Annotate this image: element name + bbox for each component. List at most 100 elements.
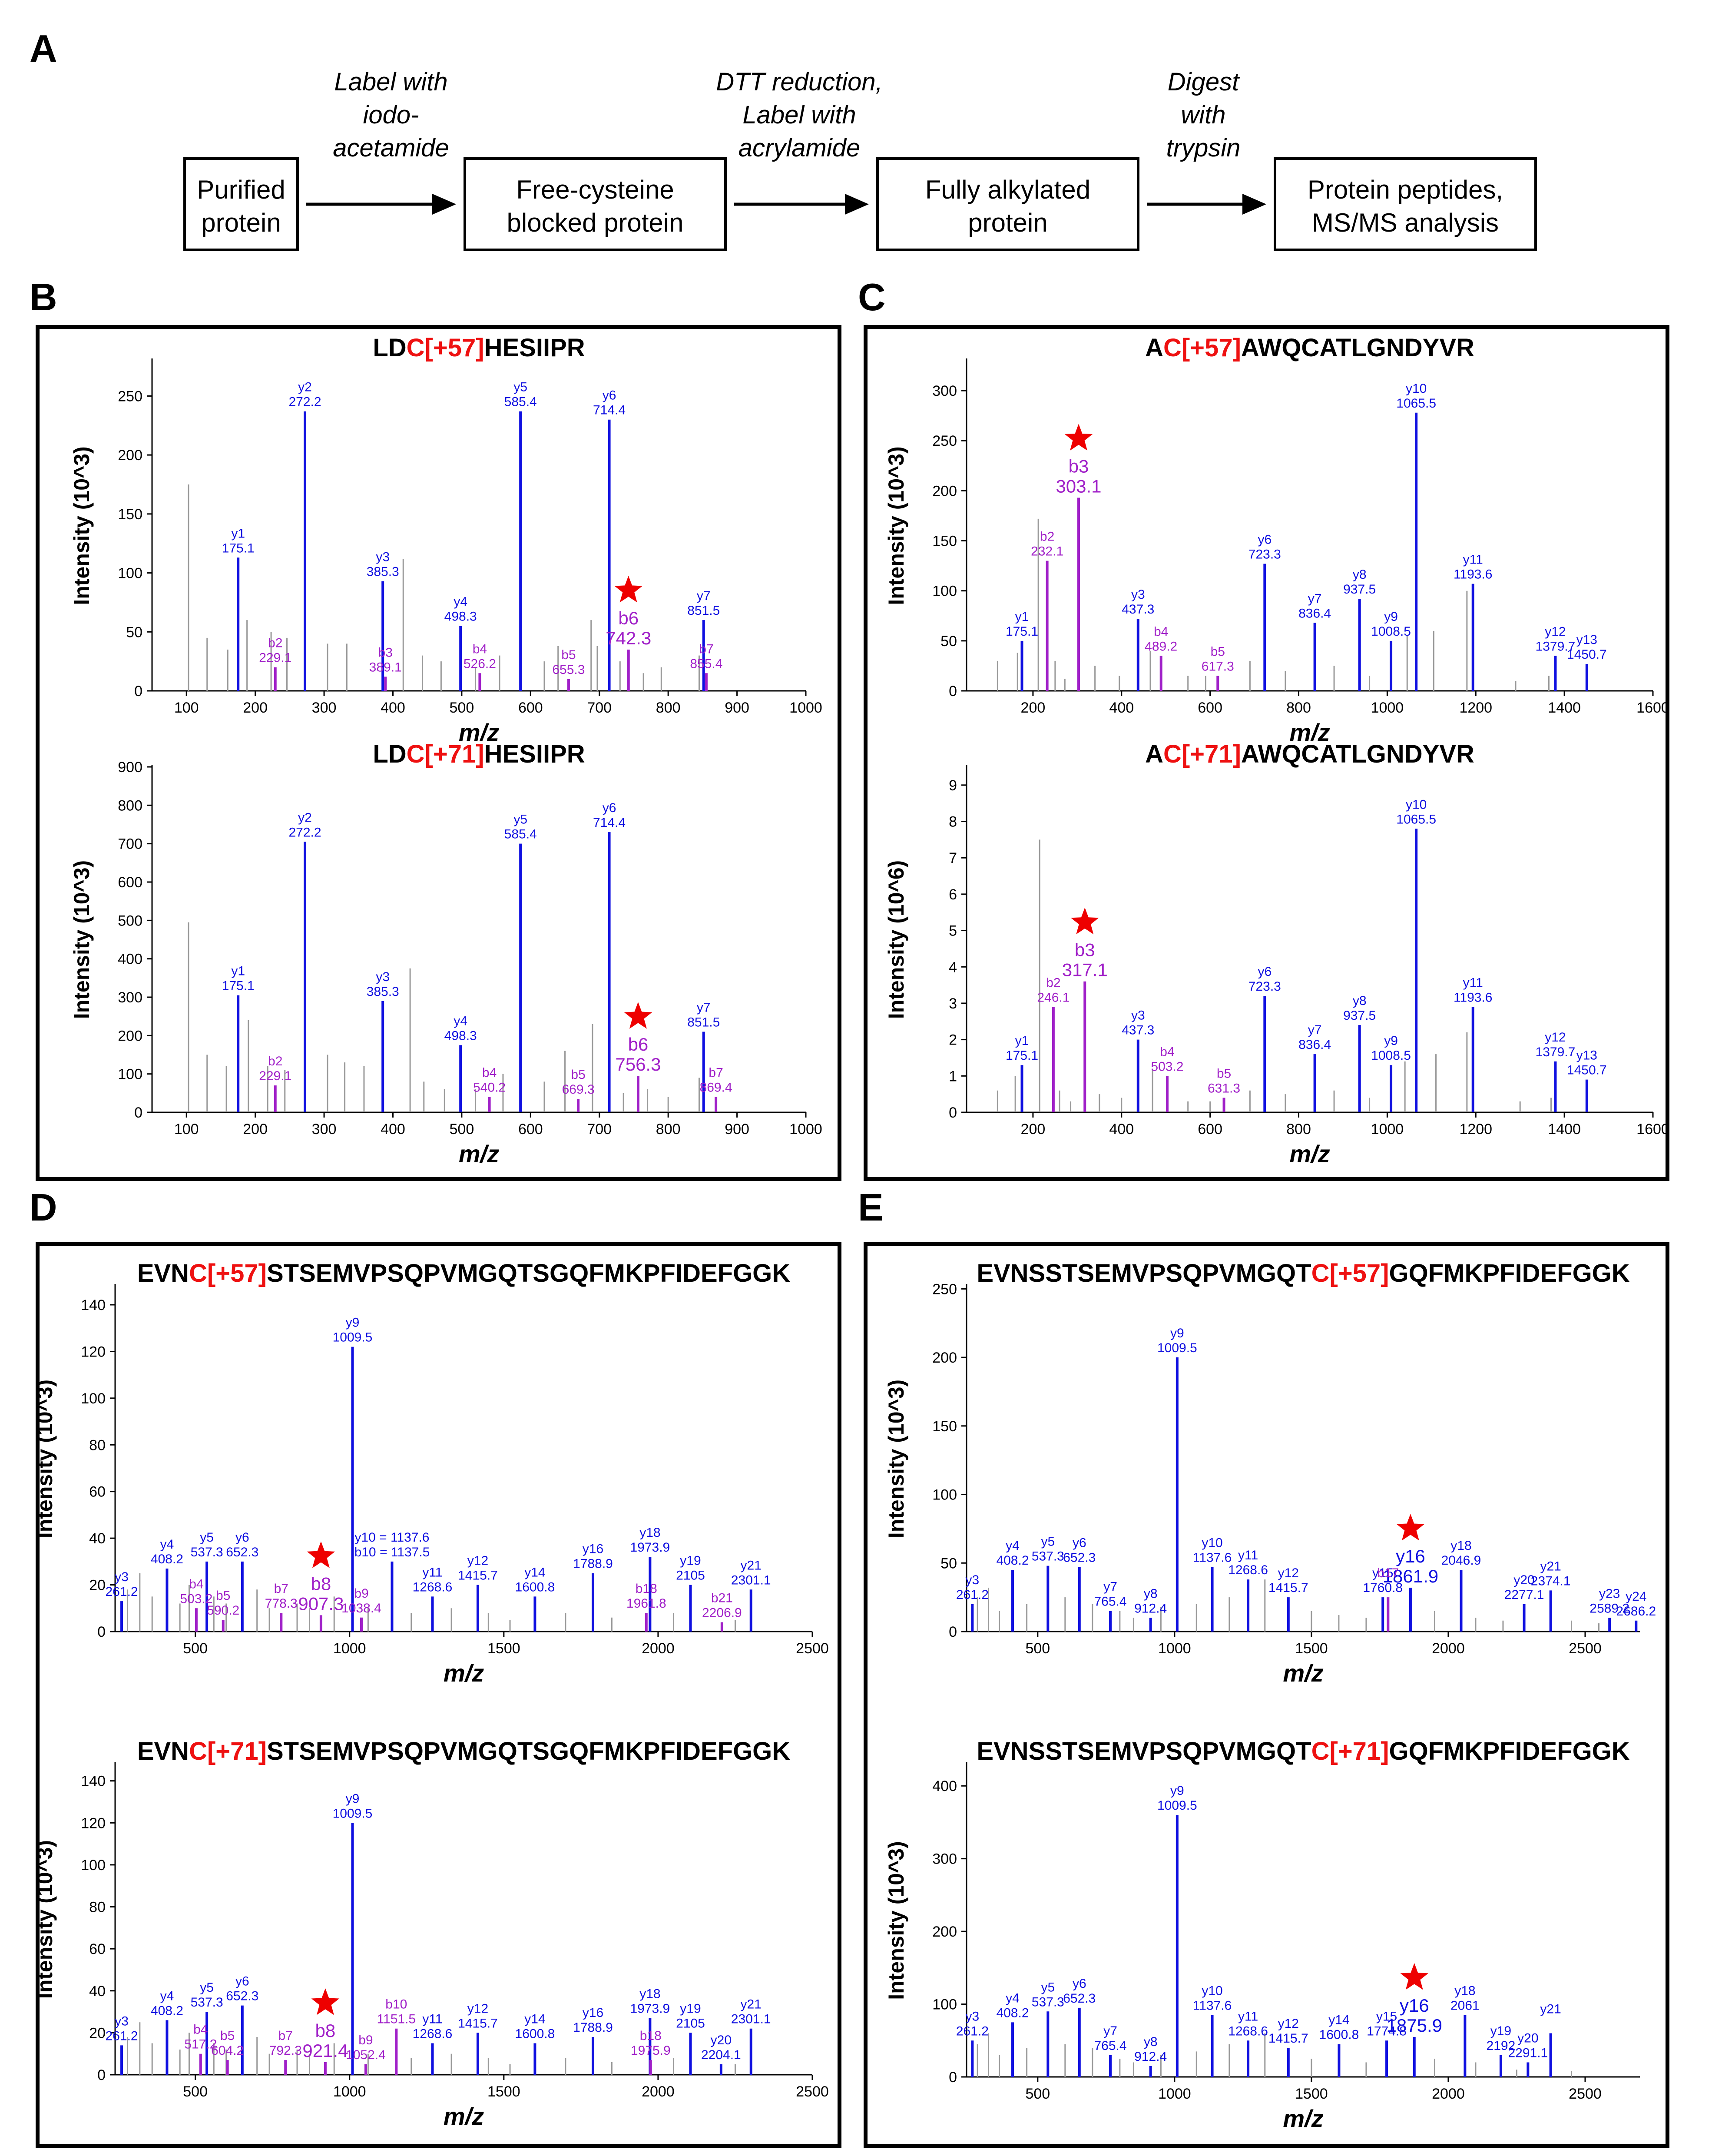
peak-ion-label: b5 bbox=[1217, 1067, 1231, 1081]
peak-mz-label: 2105 bbox=[676, 1569, 705, 1583]
y-axis-label: Intensity (10^6) bbox=[884, 860, 908, 1019]
y-tick-label: 100 bbox=[932, 1487, 957, 1503]
peak-ion-label: b4 bbox=[1154, 624, 1168, 639]
workflow-step-text: acrylamide bbox=[738, 134, 860, 162]
workflow-step-text: Label with bbox=[334, 68, 447, 96]
peak-ion-label: b3 bbox=[1075, 940, 1095, 960]
sequence-text: HESIIPR bbox=[484, 334, 585, 362]
workflow-arrowhead bbox=[1242, 194, 1266, 215]
peak-mz-label: 498.3 bbox=[444, 1028, 477, 1043]
peak-ion-label: y10 bbox=[1406, 797, 1427, 812]
y-tick-label: 200 bbox=[118, 447, 142, 464]
peak-mz-label: 175.1 bbox=[222, 979, 255, 993]
y-tick-label: 100 bbox=[118, 565, 142, 582]
peak-ion-label: b10 bbox=[385, 1997, 407, 2012]
peak-mz-label: 175.1 bbox=[222, 541, 255, 555]
peak-ion-label: y4 bbox=[160, 1537, 174, 1552]
peak-mz-label: 723.3 bbox=[1248, 979, 1281, 994]
x-tick-label: 200 bbox=[1021, 700, 1046, 716]
peak-ion-label: b2 bbox=[1040, 530, 1054, 544]
peak-mz-label: 1450.7 bbox=[1567, 1063, 1607, 1078]
peak-mz-label: b10 = 1137.5 bbox=[354, 1545, 430, 1559]
y-axis-label: Intensity (10^3) bbox=[33, 1840, 57, 1999]
peak-ion-label: y12 bbox=[1278, 2017, 1299, 2031]
workflow-box-4 bbox=[1274, 157, 1537, 251]
peak-mz-label: 385.3 bbox=[367, 985, 399, 999]
x-tick-label: 600 bbox=[1198, 700, 1222, 716]
x-tick-label: 1500 bbox=[1295, 2086, 1328, 2102]
peak-mz-label: 537.3 bbox=[191, 1995, 223, 2010]
peak-ion-label: y1 bbox=[1015, 610, 1029, 624]
y-tick-label: 300 bbox=[932, 1851, 957, 1867]
peak-mz-label: 1009.5 bbox=[333, 1330, 373, 1345]
y-tick-label: 500 bbox=[118, 912, 142, 929]
peak-mz-label: 2046.9 bbox=[1441, 1553, 1481, 1568]
peak-ion-label: y20 bbox=[1513, 1573, 1534, 1587]
modified-ion-star-icon bbox=[1396, 1514, 1425, 1541]
peak-ion-label: b2 bbox=[268, 636, 282, 650]
y-tick-label: 200 bbox=[932, 483, 957, 499]
peak-mz-label: 2192 bbox=[1487, 2039, 1516, 2053]
sequence-text: AWQCATLGNDYVR bbox=[1241, 334, 1474, 362]
x-axis-label: m/z bbox=[1289, 719, 1330, 746]
peak-ion-label: y11 bbox=[1238, 2009, 1258, 2023]
workflow-step-text: trypsin bbox=[1166, 134, 1241, 162]
panel-letter-b: B bbox=[30, 275, 57, 318]
peak-ion-label: b2 bbox=[1046, 975, 1060, 990]
chart-title: EVNSSTSEMVPSQPVMGQTC[+71]GQFMKPFIDEFGGK bbox=[977, 1737, 1629, 1765]
y-tick-label: 0 bbox=[949, 1624, 957, 1640]
peak-mz-label: 1008.5 bbox=[1371, 624, 1411, 639]
x-tick-label: 800 bbox=[1286, 1121, 1311, 1138]
x-tick-label: 1000 bbox=[1158, 2086, 1191, 2102]
peak-ion-label: y9 bbox=[1384, 610, 1398, 624]
x-tick-label: 1500 bbox=[487, 2083, 520, 2100]
peak-ion-label: y24 bbox=[1626, 1589, 1646, 1604]
x-tick-label: 500 bbox=[450, 1121, 474, 1138]
x-axis-label: m/z bbox=[459, 719, 499, 746]
workflow-box-2 bbox=[464, 157, 727, 251]
x-tick-label: 2500 bbox=[1569, 2086, 1602, 2102]
peak-ion-label: y12 bbox=[467, 1554, 488, 1568]
peak-ion-label: y18 bbox=[639, 1987, 660, 2001]
y-tick-label: 50 bbox=[940, 633, 957, 650]
peak-mz-label: 503.2 bbox=[1151, 1059, 1183, 1074]
peak-ion-label: b4 bbox=[193, 2023, 208, 2037]
workflow-box-3 bbox=[876, 157, 1139, 251]
workflow-box-text: Free-cysteine bbox=[516, 175, 674, 204]
x-tick-label: 100 bbox=[174, 1121, 199, 1138]
x-tick-label: 500 bbox=[1025, 1640, 1050, 1657]
peak-ion-label: b2 bbox=[268, 1054, 282, 1068]
peak-ion-label: b5 bbox=[571, 1068, 585, 1082]
x-tick-label: 1500 bbox=[1295, 1640, 1328, 1657]
x-axis-label: m/z bbox=[1283, 1659, 1323, 1687]
peak-ion-label: y6 bbox=[1258, 533, 1272, 547]
workflow-arrowhead bbox=[845, 194, 869, 215]
peak-mz-label: 537.3 bbox=[191, 1545, 223, 1559]
x-tick-label: 900 bbox=[725, 700, 749, 716]
y-tick-label: 0 bbox=[949, 683, 957, 700]
sequence-text: EVNSSTSEMVPSQPVMGQT bbox=[977, 1259, 1311, 1287]
peak-mz-label: 2589.2 bbox=[1589, 1601, 1629, 1615]
modified-ion-star-icon bbox=[1070, 907, 1099, 935]
peak-mz-label: 1193.6 bbox=[1454, 567, 1493, 582]
peak-ion-label: y5 bbox=[513, 380, 527, 395]
peak-mz-label: 1875.9 bbox=[1387, 2015, 1442, 2036]
peak-mz-label: 1065.5 bbox=[1396, 396, 1436, 411]
peak-ion-label: y4 bbox=[454, 595, 467, 609]
peak-ion-label: y7 bbox=[1103, 1580, 1117, 1594]
peak-mz-label: 229.1 bbox=[259, 651, 291, 665]
y-tick-label: 150 bbox=[932, 533, 957, 550]
x-tick-label: 500 bbox=[1025, 2086, 1050, 2102]
modified-ion-star-icon bbox=[1064, 424, 1093, 451]
peak-mz-label: 756.3 bbox=[615, 1054, 661, 1075]
sequence-text: A bbox=[1145, 740, 1163, 768]
workflow-box-text: Protein peptides, bbox=[1308, 175, 1503, 204]
y-tick-label: 60 bbox=[89, 1484, 106, 1500]
peak-mz-label: 537.3 bbox=[1032, 1995, 1064, 2009]
peak-ion-label: y3 bbox=[115, 2014, 129, 2028]
x-tick-label: 1600 bbox=[1636, 1121, 1669, 1138]
x-tick-label: 1000 bbox=[333, 2083, 366, 2100]
peak-mz-label: 232.1 bbox=[1031, 544, 1063, 559]
y-tick-label: 80 bbox=[89, 1437, 106, 1453]
